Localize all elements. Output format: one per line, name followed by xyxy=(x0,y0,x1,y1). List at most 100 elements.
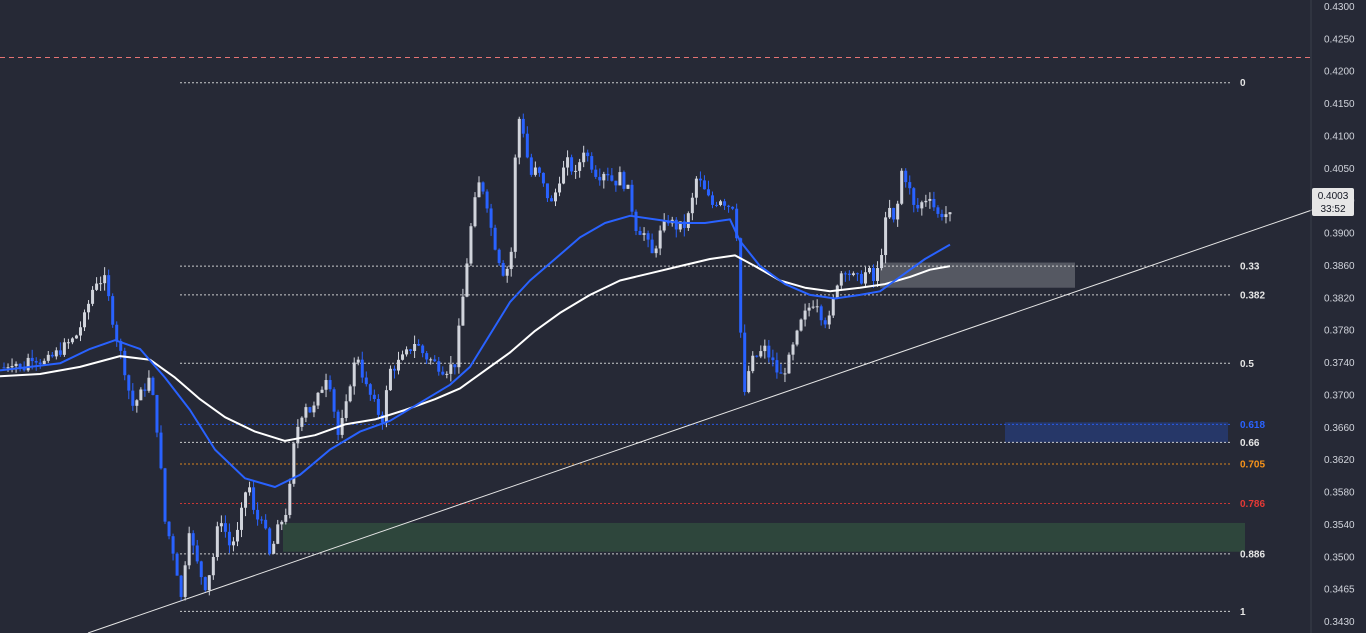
candle-body xyxy=(95,283,99,290)
candle-body xyxy=(586,152,590,157)
candle-body xyxy=(461,296,465,326)
candle-body xyxy=(904,170,908,183)
candle-body xyxy=(248,487,252,493)
candle-body xyxy=(433,359,437,362)
candle-body xyxy=(50,354,54,357)
candle-body xyxy=(356,359,360,363)
candle-body xyxy=(344,401,348,418)
candle-body xyxy=(215,526,219,558)
candle-body xyxy=(191,533,195,546)
candle-body xyxy=(948,212,952,215)
candle-body xyxy=(199,561,203,578)
ema-fast-line xyxy=(0,214,951,488)
candle-body xyxy=(759,351,763,357)
candle-body xyxy=(183,565,187,597)
candles-layer xyxy=(2,113,952,601)
candle-body xyxy=(372,394,376,399)
candle-body xyxy=(328,380,332,390)
candle-body xyxy=(566,157,570,168)
price-tick-label: 0.4100 xyxy=(1324,131,1355,142)
candle-body xyxy=(175,553,179,576)
candle-body xyxy=(159,432,163,469)
candle-body xyxy=(751,355,755,372)
candle-body xyxy=(908,182,912,189)
candle-body xyxy=(932,198,936,208)
candle-body xyxy=(521,118,525,134)
candle-body xyxy=(260,519,264,521)
candle-body xyxy=(272,543,276,554)
candle-body xyxy=(380,414,384,423)
candle-body xyxy=(775,360,779,373)
candle-body xyxy=(473,197,477,227)
fib-retracement[interactable]: 0 0.33 0.382 0.5 0.618 0.66 0.705 0.786 0.886 1 xyxy=(180,78,1265,618)
candle-body xyxy=(368,384,372,395)
candle-body xyxy=(779,372,783,374)
candle-body xyxy=(139,389,143,401)
candle-body xyxy=(710,195,714,205)
candle-body xyxy=(912,188,916,205)
candle-body xyxy=(715,204,719,206)
candle-body xyxy=(54,350,58,357)
candle-body xyxy=(928,198,932,201)
candle-body xyxy=(457,325,461,368)
candle-body xyxy=(755,355,759,357)
candle-body xyxy=(421,345,425,354)
fib-label-0: 0 xyxy=(1240,78,1246,89)
candle-body xyxy=(78,327,82,336)
candle-body xyxy=(694,178,698,198)
candle-body xyxy=(900,170,904,204)
candle-body xyxy=(119,340,123,351)
candle-body xyxy=(634,211,638,231)
candle-body xyxy=(674,219,678,230)
candle-body xyxy=(787,354,791,374)
last-price-countdown: 33:52 xyxy=(1320,204,1345,215)
fib-label-7: 0.786 xyxy=(1240,499,1265,510)
candle-body xyxy=(819,306,823,321)
candle-body xyxy=(562,167,566,184)
fib-label-2: 0.382 xyxy=(1240,290,1265,301)
candle-body xyxy=(91,289,95,304)
fib-label-1: 0.33 xyxy=(1240,262,1260,273)
price-tick-label: 0.4300 xyxy=(1324,2,1355,13)
candle-body xyxy=(425,353,429,360)
price-tick-label: 0.3660 xyxy=(1324,423,1355,434)
candle-body xyxy=(388,368,392,391)
price-axis[interactable]: 0.4300 0.4250 0.4200 0.4150 0.4100 0.4050 0.39… xyxy=(1310,0,1355,633)
candle-body xyxy=(771,357,775,361)
candle-body xyxy=(465,263,469,297)
candle-body xyxy=(944,214,948,218)
candle-body xyxy=(485,191,489,209)
candle-body xyxy=(743,332,747,393)
candle-body xyxy=(654,248,658,254)
candle-body xyxy=(42,360,46,365)
candle-body xyxy=(924,200,928,203)
candle-body xyxy=(594,169,598,177)
candle-body xyxy=(280,521,284,525)
candle-body xyxy=(533,167,537,175)
trendline-path xyxy=(87,208,1317,633)
moving-averages-layer xyxy=(0,214,951,488)
candle-body xyxy=(360,359,364,378)
candle-body xyxy=(441,371,445,375)
candle-body xyxy=(30,357,34,362)
zones-layer xyxy=(283,262,1245,552)
candle-body xyxy=(795,330,799,345)
candle-body xyxy=(10,366,14,368)
candle-body xyxy=(690,197,694,214)
candle-body xyxy=(747,371,751,393)
candle-body xyxy=(811,306,815,308)
candle-body xyxy=(384,390,388,423)
candle-body xyxy=(240,507,244,530)
candle-body xyxy=(831,297,835,316)
candle-body xyxy=(2,367,6,369)
candle-body xyxy=(884,217,888,256)
candle-body xyxy=(529,157,533,175)
price-tick-label: 0.3700 xyxy=(1324,390,1355,401)
candle-body xyxy=(815,306,819,308)
candle-body xyxy=(405,349,409,355)
ema-slow-line xyxy=(0,254,951,442)
trendline[interactable] xyxy=(87,208,1317,633)
candle-body xyxy=(163,468,167,522)
